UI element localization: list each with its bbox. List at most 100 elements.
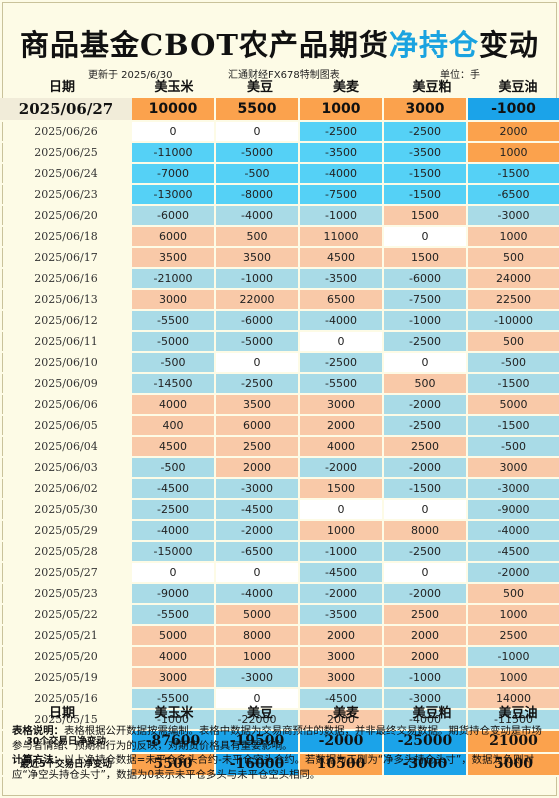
table-cell: 6000 [216, 416, 300, 437]
table-cell: 0 [216, 122, 300, 143]
table-cell: 3000 [300, 668, 384, 689]
table-row: 2025/06/10 -500 0 -2500 0 -500 [0, 353, 559, 374]
table-cell: -1500 [468, 374, 559, 395]
table-cell: -2500 [384, 416, 468, 437]
table-cell: 3500 [132, 248, 216, 269]
footer-date: 日期 [48, 706, 75, 721]
table-row: 2025/06/20 -6000 -4000 -1000 1500 -3000 [0, 206, 559, 227]
row-date: 2025/06/11 [0, 332, 132, 353]
updated-date: 更新于 2025/6/30 [88, 70, 173, 81]
notes-description-text: 表格根据公开数据按需编制。表格中数据为交易商预估的数据，并非最终交易数据。期货持… [12, 725, 542, 752]
table-cell: -1000 [300, 206, 384, 227]
table-cell: -1000 [468, 98, 559, 122]
table-cell: -3000 [384, 689, 468, 710]
row-date: 2025/05/21 [0, 626, 132, 647]
table-cell: -2500 [300, 353, 384, 374]
title-text-3: 变动 [478, 28, 539, 62]
table-cell: 2500 [384, 605, 468, 626]
table-cell: -11500 [468, 710, 559, 731]
table-cell: -3000 [468, 479, 559, 500]
table-cell: 2000 [468, 122, 559, 143]
footer-col-soybean: 美豆 [246, 706, 273, 721]
table-cell: -19500 [216, 731, 300, 754]
table-cell: 3500 [216, 395, 300, 416]
table-row: 2025/06/03 -500 2000 -2000 -2000 3000 [0, 458, 559, 479]
row-date: 2025/05/30 [0, 500, 132, 521]
table-cell: 1500 [384, 206, 468, 227]
table-cell: -7000 [132, 164, 216, 185]
table-cell: 10500 [300, 754, 384, 777]
table-cell: 4500 [132, 437, 216, 458]
table-cell: -9000 [468, 500, 559, 521]
table-cell: -4000 [384, 710, 468, 731]
table-cell: 6500 [300, 290, 384, 311]
table-cell: -5000 [132, 332, 216, 353]
positions-table-body: 2025/06/27 10000 5500 1000 3000 -1000 2025/06/… [0, 98, 559, 777]
table-cell: -6000 [132, 206, 216, 227]
header-col-soybean: 美豆 [246, 80, 273, 95]
table-row: 2025/05/19 3000 -3000 3000 -1000 1000 [0, 668, 559, 689]
table-cell: -22000 [216, 710, 300, 731]
header-col-wheat: 美麦 [332, 80, 359, 95]
title-text-1: 商品基金CBOT农产品期货 [19, 28, 389, 62]
chart-title: 商品基金CBOT农产品期货净持仓变动 [0, 22, 559, 64]
source-label: 汇通财经FX678特制图表 [228, 70, 340, 81]
notes-description: 表格说明：表格根据公开数据按需编制。表格中数据为交易商预估的数据，并非最终交易数… [12, 724, 548, 753]
table-cell: 0 [384, 353, 468, 374]
summary-row: 30个交易日净变动 -87600 -19500 -2000 -25000 21000 [0, 731, 559, 754]
footer-col-soyoil: 美豆油 [498, 706, 538, 721]
table-cell: 5000 [132, 626, 216, 647]
summary-label: 30个交易日净变动 [0, 731, 132, 754]
table-cell: -1500 [384, 479, 468, 500]
table-cell: -3500 [300, 269, 384, 290]
table-cell: 1000 [468, 143, 559, 164]
table-cell: -6500 [216, 542, 300, 563]
notes-description-label: 表格说明： [12, 725, 64, 737]
table-cell: -3000 [384, 754, 468, 777]
table-cell: 0 [384, 500, 468, 521]
table-row: 2025/05/22 -5500 5000 -3500 2500 1000 [0, 605, 559, 626]
table-cell: 11000 [300, 227, 384, 248]
table-cell: -1500 [468, 416, 559, 437]
table-cell: -21000 [132, 269, 216, 290]
table-cell: -4500 [300, 689, 384, 710]
table-cell: -500 [132, 458, 216, 479]
table-cell: -2500 [384, 542, 468, 563]
table-cell: 2000 [300, 626, 384, 647]
table-cell: 2000 [384, 647, 468, 668]
table-cell: 0 [216, 563, 300, 584]
table-row: 2025/06/24 -7000 -500 -4000 -1500 -1500 [0, 164, 559, 185]
table-row: 2025/06/16 -21000 -1000 -3500 -6000 24000 [0, 269, 559, 290]
row-date: 2025/06/04 [0, 437, 132, 458]
table-cell: -5500 [132, 605, 216, 626]
table-cell: -3500 [300, 143, 384, 164]
table-cell: -2500 [216, 374, 300, 395]
header-date: 日期 [48, 80, 75, 95]
table-row: 2025/05/27 0 0 -4500 0 -2000 [0, 563, 559, 584]
table-cell: 6000 [132, 227, 216, 248]
table-cell: 3000 [468, 458, 559, 479]
table-cell: 1000 [216, 647, 300, 668]
table-cell: 0 [300, 332, 384, 353]
table-cell: 500 [468, 248, 559, 269]
table-row: 2025/06/23 -13000 -8000 -7500 -1500 -6500 [0, 185, 559, 206]
row-date: 2025/06/13 [0, 290, 132, 311]
table-cell: 5500 [132, 754, 216, 777]
table-cell: 2500 [384, 437, 468, 458]
table-cell: 24000 [468, 269, 559, 290]
table-cell: -5500 [132, 311, 216, 332]
table-cell: -2000 [468, 563, 559, 584]
row-date: 2025/05/28 [0, 542, 132, 563]
table-cell: -500 [132, 353, 216, 374]
table-cell: 0 [300, 500, 384, 521]
table-cell: -1000 [132, 710, 216, 731]
table-cell: -3500 [384, 143, 468, 164]
table-cell: 1000 [300, 98, 384, 122]
table-row: 2025/06/05 400 6000 2000 -2500 -1500 [0, 416, 559, 437]
table-cell: 3000 [300, 647, 384, 668]
table-cell: -14500 [132, 374, 216, 395]
row-date: 2025/05/15 [0, 710, 132, 731]
row-date: 2025/06/05 [0, 416, 132, 437]
table-cell: -4000 [468, 521, 559, 542]
table-cell: 4500 [300, 248, 384, 269]
